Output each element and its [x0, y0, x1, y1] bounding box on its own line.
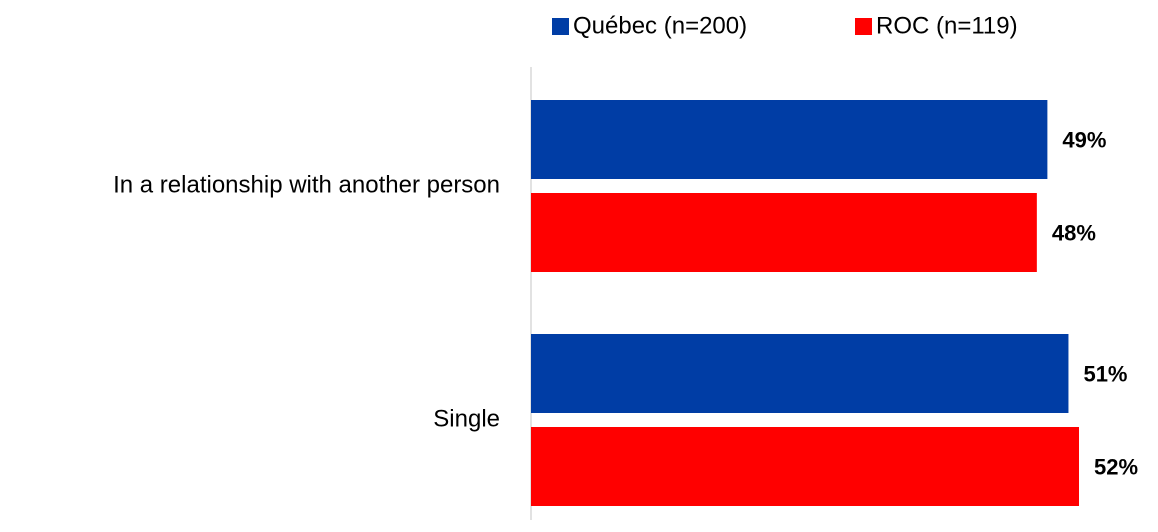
category-label: In a relationship with another person [113, 171, 500, 198]
value-label: 51% [1083, 361, 1127, 386]
value-label: 49% [1062, 127, 1106, 152]
legend-label: Québec (n=200) [573, 12, 747, 39]
bar [531, 334, 1069, 413]
bar [531, 100, 1048, 179]
legend-swatch [855, 18, 872, 35]
bar [531, 193, 1037, 272]
value-label: 52% [1094, 454, 1138, 479]
legend-label: ROC (n=119) [876, 12, 1018, 39]
bar [531, 427, 1079, 506]
category-label: Single [433, 405, 500, 432]
legend-swatch [552, 18, 569, 35]
value-label: 48% [1052, 220, 1096, 245]
